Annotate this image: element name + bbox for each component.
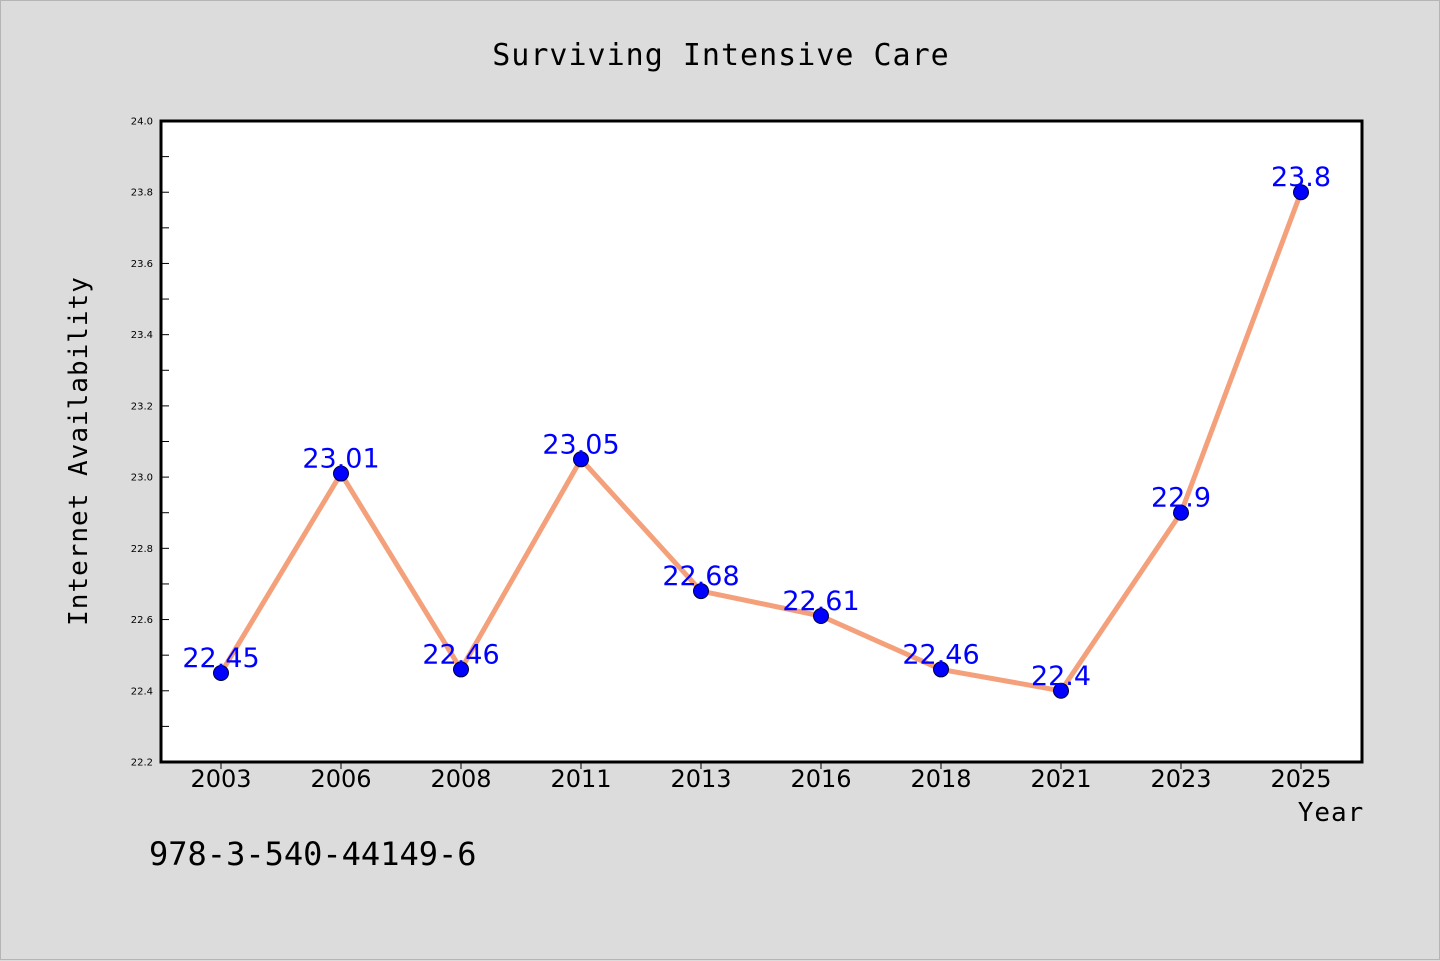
data-label: 23.05 xyxy=(542,429,619,460)
data-point xyxy=(1173,504,1189,521)
data-point xyxy=(813,607,829,624)
data-point xyxy=(453,661,469,678)
data-label: 22.4 xyxy=(1031,661,1091,692)
x-tick-label: 2003 xyxy=(190,765,251,793)
data-point xyxy=(573,451,589,468)
series-line xyxy=(218,189,1304,694)
data-label: 22.9 xyxy=(1151,483,1211,514)
data-label: 22.45 xyxy=(182,643,259,674)
data-label: 22.61 xyxy=(782,586,859,617)
series-markers xyxy=(213,184,1309,699)
y-tick-label: 22.8 xyxy=(131,544,153,555)
y-tick-label: 23.4 xyxy=(131,330,153,341)
y-tick-label: 23.0 xyxy=(131,473,153,484)
x-tick-label: 2021 xyxy=(1030,765,1091,793)
data-label: 23.8 xyxy=(1271,162,1331,193)
data-labels: 22.45 23.01 22.46 23.05 22.68 22.61 22.46 22.4 2… xyxy=(182,162,1331,692)
x-tick-label: 2018 xyxy=(910,765,971,793)
y-tick-label: 23.8 xyxy=(131,188,153,199)
data-label: 23.01 xyxy=(302,444,379,475)
data-point xyxy=(213,664,229,681)
x-tick-label: 2013 xyxy=(670,765,731,793)
x-tick-label: 2016 xyxy=(790,765,851,793)
x-tick-label: 2008 xyxy=(430,765,491,793)
plot-area xyxy=(161,121,1362,762)
x-axis-ticks: 2003 2006 2008 2011 2013 2016 2018 2021 2023 2025 xyxy=(190,762,1332,793)
data-point xyxy=(693,583,709,600)
data-point xyxy=(333,465,349,482)
y-tick-label: 23.2 xyxy=(131,401,153,412)
footer-code: 978-3-540-44149-6 xyxy=(149,835,477,873)
x-tick-label: 2023 xyxy=(1150,765,1211,793)
x-tick-label: 2025 xyxy=(1270,765,1331,793)
plot-border xyxy=(159,119,1364,764)
x-tick-label: 2006 xyxy=(310,765,371,793)
data-label: 22.68 xyxy=(662,561,739,592)
data-point xyxy=(933,661,949,678)
series-line-group xyxy=(218,189,1304,694)
y-axis-ticks: 22.2 22.4 22.6 22.8 23.0 23.2 23.4 23.6 23.8 24.0 xyxy=(131,117,169,769)
x-axis-label: Year xyxy=(1298,798,1365,828)
y-tick-label: 22.2 xyxy=(131,758,153,769)
data-label: 22.46 xyxy=(422,639,499,670)
data-label: 22.46 xyxy=(902,639,979,670)
data-point xyxy=(1053,682,1069,699)
y-tick-label: 22.6 xyxy=(131,615,153,626)
data-point xyxy=(1293,184,1309,201)
y-tick-label: 23.6 xyxy=(131,259,153,270)
x-tick-label: 2011 xyxy=(550,765,611,793)
y-axis-label: Internet Availability xyxy=(64,276,94,626)
y-tick-label: 24.0 xyxy=(131,117,153,128)
y-tick-label: 22.4 xyxy=(131,686,153,697)
chart-title: Surviving Intensive Care xyxy=(492,38,949,73)
